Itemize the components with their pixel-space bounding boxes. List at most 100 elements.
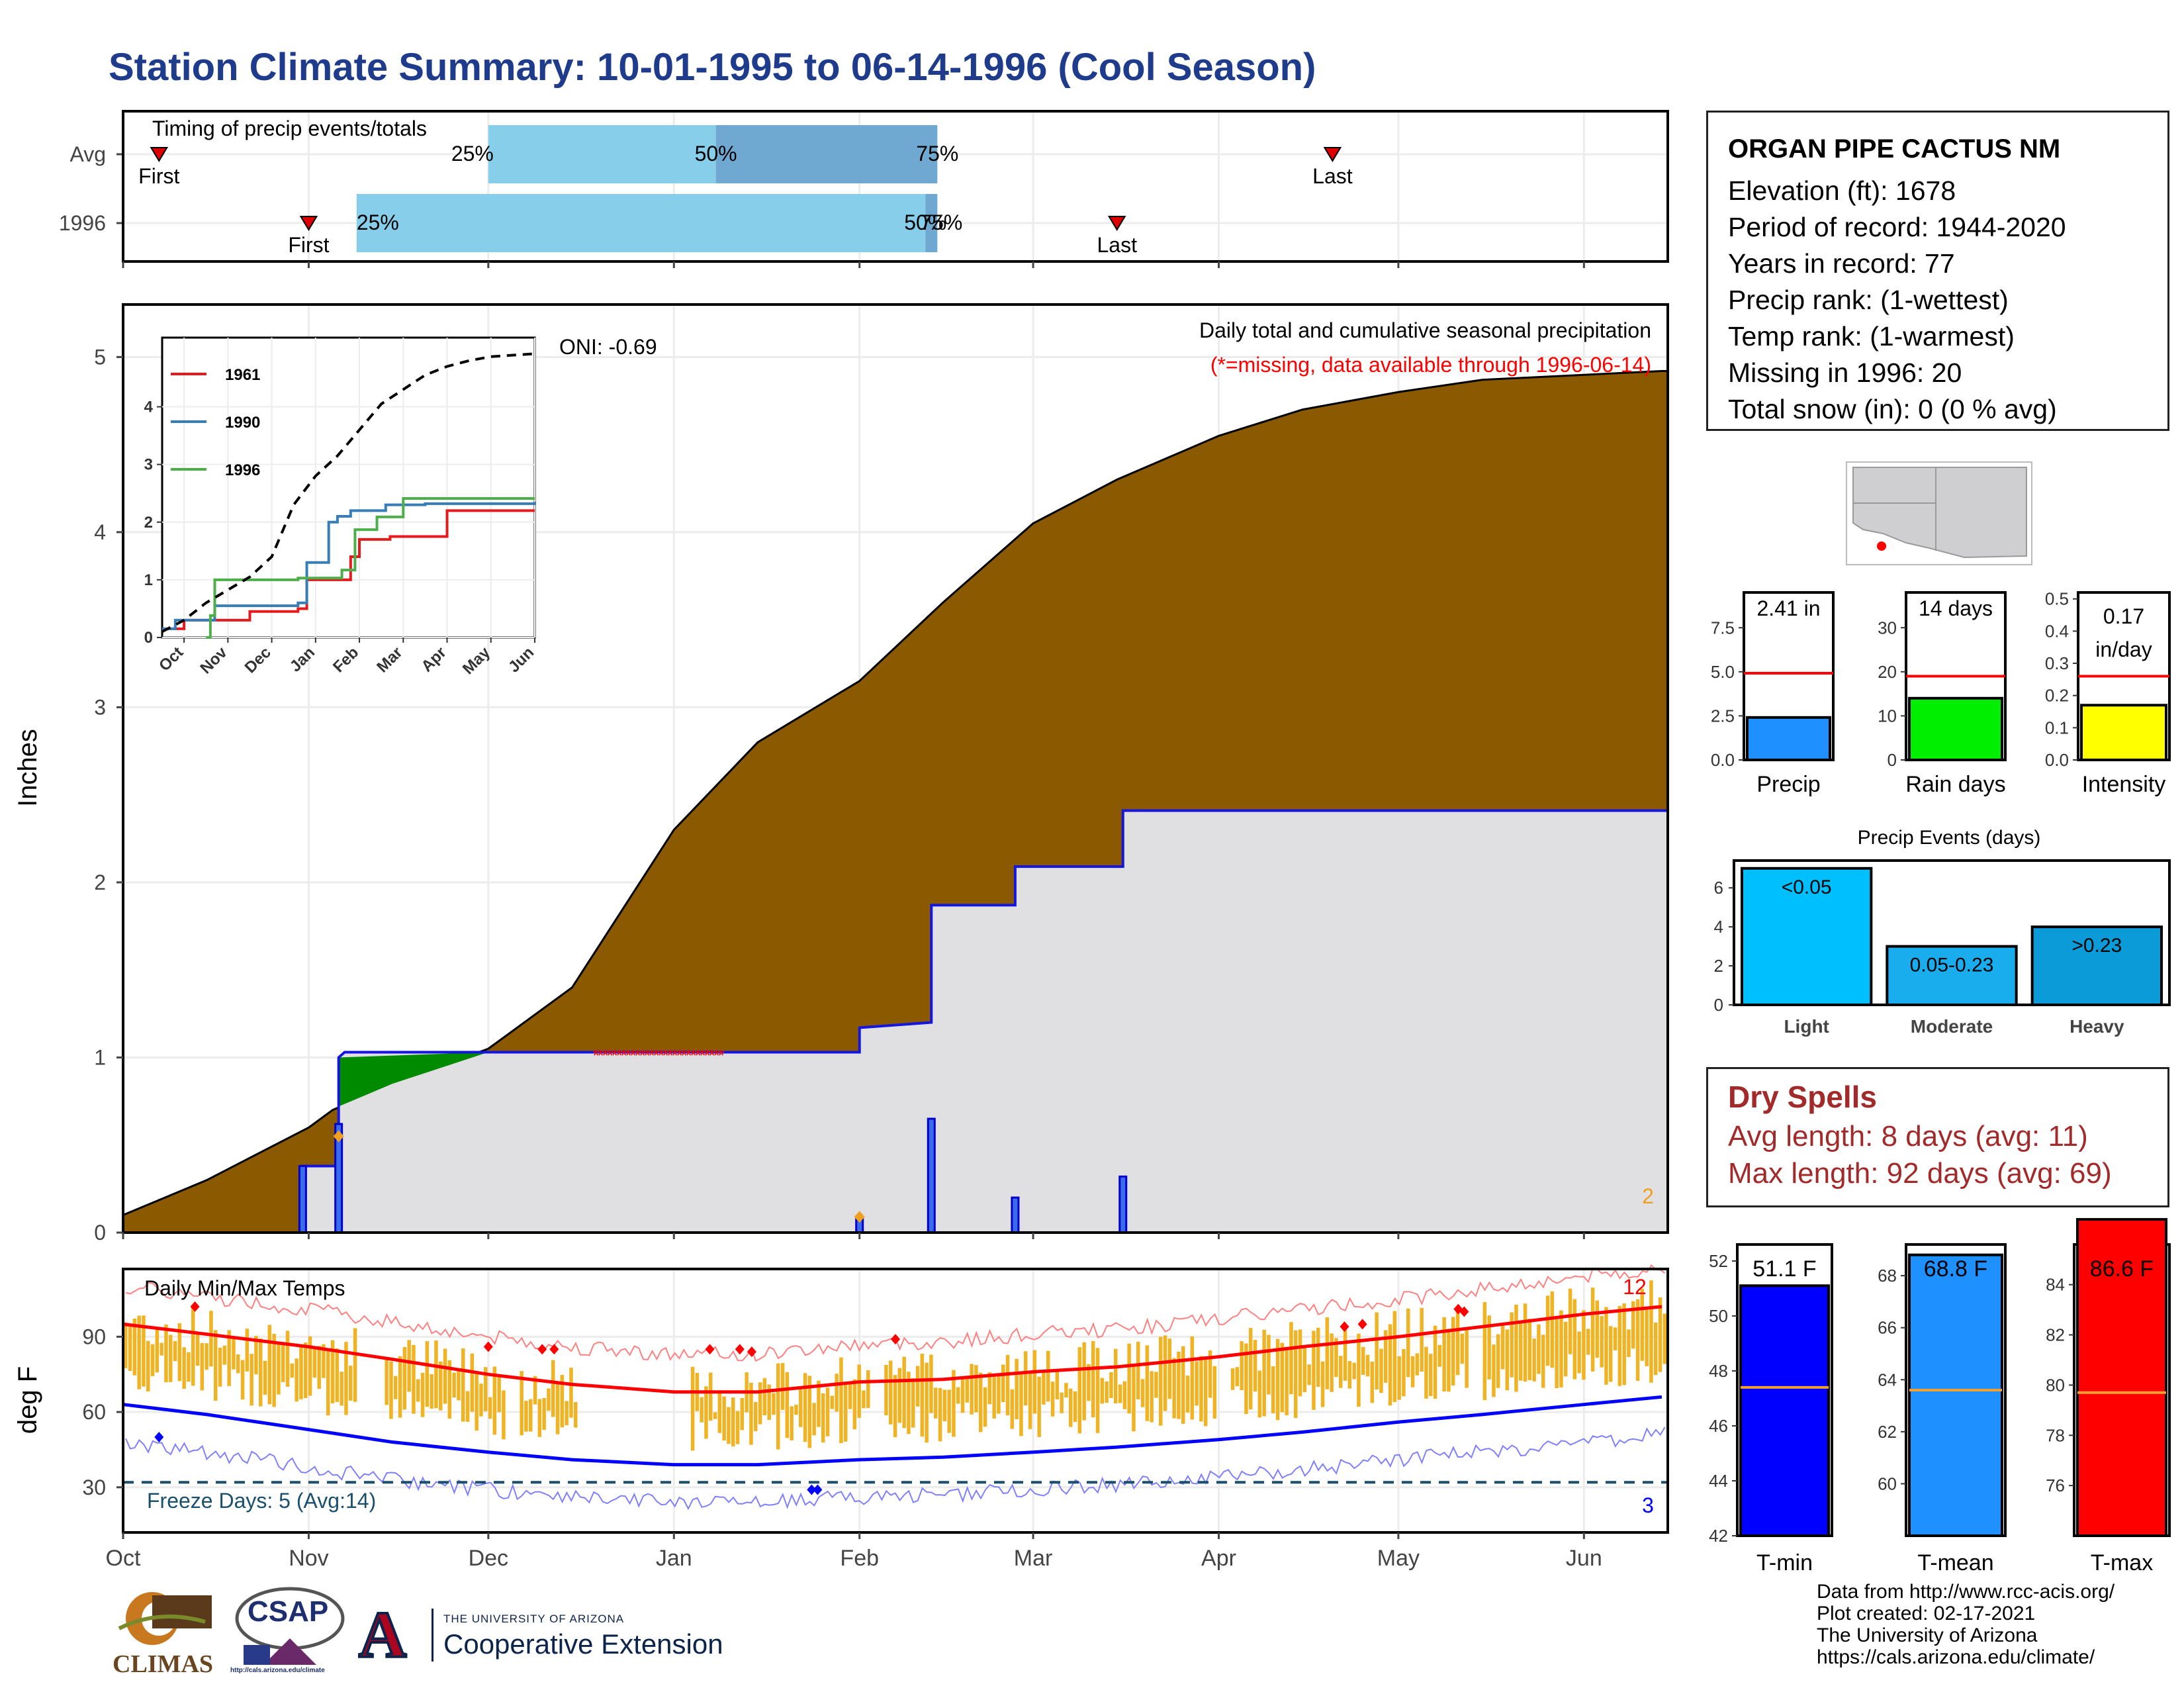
temps-daily-bar	[983, 1387, 987, 1427]
temps-daily-bar	[997, 1373, 1001, 1414]
temps-daily-bar	[1055, 1370, 1060, 1399]
precip-y-tick-label: 5	[94, 345, 106, 369]
temps-daily-bar	[727, 1407, 731, 1444]
temps-daily-bar	[317, 1346, 321, 1389]
temps-daily-bar	[407, 1340, 411, 1392]
station-temp-rank: Temp rank: (1-warmest)	[1728, 321, 2015, 352]
temps-x-tick-label: May	[1377, 1546, 1420, 1571]
temps-record-high-marker	[747, 1346, 756, 1358]
tsum-y-tick-label: 48	[1709, 1361, 1728, 1381]
tsum-y-tick-label: 42	[1709, 1526, 1728, 1546]
psum-bar	[1746, 716, 1831, 761]
temps-daily-bar	[245, 1329, 250, 1372]
temps-daily-bar	[1600, 1316, 1604, 1368]
temps-daily-bar	[259, 1338, 263, 1407]
temps-daily-bar	[263, 1360, 267, 1395]
temps-y-tick-label: 30	[82, 1476, 106, 1499]
temps-daily-bar	[1384, 1330, 1388, 1383]
temps-record-high-marker	[735, 1344, 745, 1355]
temps-daily-bar	[1064, 1383, 1068, 1398]
temps-daily-bar	[1330, 1333, 1334, 1392]
temps-daily-bar	[1050, 1382, 1055, 1417]
station-elevation: Elevation (ft): 1678	[1728, 175, 1956, 206]
precip-missing-marker: *	[639, 1046, 646, 1066]
temps-daily-bar	[1060, 1392, 1064, 1413]
timing-p50-label: 50%	[695, 142, 737, 165]
psum-y-tick-label: 2.5	[1711, 706, 1735, 726]
csap-logo-url: http://cals.arizona.edu/climate	[230, 1667, 325, 1674]
temps-daily-bar	[1015, 1358, 1019, 1420]
temps-daily-bar	[236, 1354, 240, 1374]
temps-daily-bar	[758, 1382, 762, 1425]
temps-daily-bar	[412, 1344, 416, 1414]
temps-daily-bar	[907, 1372, 911, 1434]
temps-daily-bar	[1519, 1322, 1523, 1381]
timing-last-marker	[1107, 216, 1126, 231]
temps-daily-bar	[709, 1372, 713, 1421]
temps-daily-bar	[942, 1389, 947, 1421]
temps-daily-bar	[1132, 1366, 1136, 1432]
temps-daily-bar	[1559, 1310, 1563, 1387]
events-y-tick-label: 6	[1714, 878, 1723, 898]
temps-daily-bar	[1285, 1346, 1289, 1415]
temps-daily-bar	[929, 1354, 933, 1413]
temps-daily-bar	[803, 1373, 807, 1442]
temps-x-tick-label: Apr	[1201, 1546, 1236, 1571]
dry-spells-avg: Avg length: 8 days (avg: 11)	[1728, 1120, 2088, 1152]
temps-daily-bar	[465, 1391, 470, 1422]
temps-daily-bar	[159, 1342, 163, 1356]
temps-daily-bar	[825, 1387, 830, 1436]
psum-category-label: Precip	[1756, 772, 1820, 797]
temps-daily-bar	[1375, 1312, 1379, 1389]
temps-daily-bar	[915, 1366, 920, 1407]
temps-daily-bar	[574, 1402, 578, 1428]
events-bar-label: 0.05-0.23	[1910, 955, 1994, 976]
temps-daily-bar	[267, 1325, 272, 1405]
temps-daily-bar	[862, 1390, 866, 1409]
timing-title: Timing of precip events/totals	[152, 117, 427, 140]
temps-daily-bar	[1496, 1334, 1500, 1388]
station-period: Period of record: 1944-2020	[1728, 212, 2066, 242]
precip-events-chart: Precip Events (days) <0.05 Light 0.05-0.23 M…	[1714, 827, 2171, 1037]
temps-daily-bar	[137, 1315, 141, 1389]
temps-daily-bar	[240, 1360, 245, 1400]
temps-daily-bar	[857, 1364, 861, 1418]
psum-value-label: 2.41 in	[1756, 596, 1820, 620]
events-y-tick-label: 0	[1714, 995, 1723, 1015]
temps-daily-bar	[520, 1371, 523, 1436]
ua-logo-letter: A	[357, 1597, 408, 1673]
events-category-label: Moderate	[1911, 1016, 1993, 1037]
page-title: Station Climate Summary: 10-01-1995 to 0…	[109, 46, 1316, 89]
temps-daily-bar	[1465, 1329, 1469, 1388]
temps-daily-bar	[1617, 1305, 1622, 1386]
temps-x-tick-label: Oct	[106, 1546, 141, 1571]
temps-daily-bar	[1280, 1342, 1285, 1413]
climas-logo: CLIMAS	[106, 1582, 218, 1681]
temps-daily-bar	[277, 1341, 281, 1395]
temps-daily-bar	[295, 1358, 298, 1402]
temps-daily-bar	[565, 1401, 569, 1426]
temps-daily-bar	[497, 1376, 501, 1413]
temps-daily-bar	[1235, 1367, 1240, 1387]
temps-record-high-marker	[705, 1344, 715, 1355]
inset-frame	[161, 336, 536, 639]
precip-event-marker	[333, 1130, 344, 1143]
temps-daily-bar	[740, 1397, 745, 1430]
temps-daily-bar	[1073, 1391, 1077, 1423]
temps-daily-bar	[1510, 1312, 1514, 1378]
temps-daily-bar	[889, 1360, 893, 1425]
precip-missing-marker: *	[653, 1046, 660, 1066]
temps-daily-bar	[169, 1335, 173, 1382]
psum-category-label: Rain days	[1905, 772, 2005, 797]
precip-missing-marker: *	[718, 1046, 725, 1066]
temps-daily-bar	[1127, 1343, 1131, 1414]
tsum-value-label: 68.8 F	[1924, 1256, 1987, 1282]
temps-daily-bar	[555, 1382, 560, 1434]
temps-daily-bar	[1082, 1342, 1086, 1421]
temps-daily-bar	[704, 1386, 708, 1439]
temps-daily-bar	[1505, 1329, 1510, 1391]
precip-missing-marker: *	[635, 1046, 641, 1066]
temps-daily-bar	[1262, 1329, 1266, 1417]
precip-event-marker	[854, 1211, 865, 1223]
temps-daily-bar	[537, 1399, 542, 1437]
